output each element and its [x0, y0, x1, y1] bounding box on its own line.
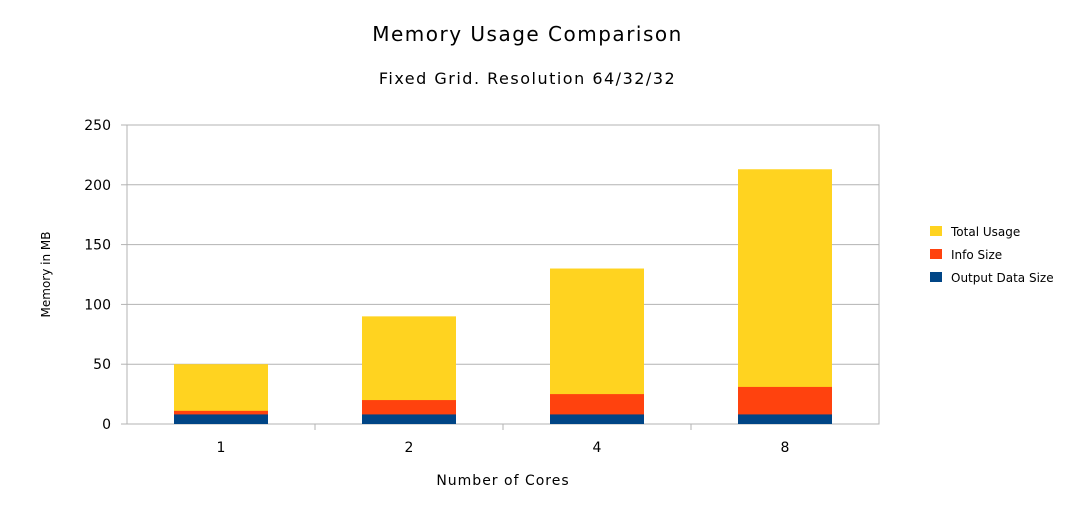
legend-swatch-output-data-size [930, 272, 942, 282]
y-tick-label: 50 [93, 357, 111, 373]
chart-subtitle: Fixed Grid. Resolution 64/32/32 [378, 69, 677, 88]
x-tick-label: 8 [781, 440, 790, 456]
legend-label-total-usage: Total Usage [950, 225, 1020, 239]
y-axis-title: Memory in MB [39, 232, 53, 318]
bar-output-data-size-8 [738, 414, 832, 424]
legend-label-output-data-size: Output Data Size [951, 271, 1054, 285]
x-tick-label: 2 [405, 440, 414, 456]
bar-output-data-size-1 [174, 414, 268, 424]
chart-title: Memory Usage Comparison [372, 22, 683, 46]
y-tick-label: 250 [84, 118, 111, 134]
y-tick-label: 100 [84, 297, 111, 313]
y-tick-label: 150 [84, 238, 111, 254]
x-tick-label: 4 [593, 440, 602, 456]
bar-output-data-size-2 [362, 414, 456, 424]
legend-swatch-info-size [930, 249, 942, 259]
x-tick-label: 1 [217, 440, 226, 456]
y-tick-label: 0 [102, 417, 111, 433]
y-tick-label: 200 [84, 178, 111, 194]
bar-output-data-size-4 [550, 414, 644, 424]
legend-label-info-size: Info Size [951, 248, 1002, 262]
x-axis-title: Number of Cores [436, 473, 569, 489]
bar-total-usage-8 [738, 169, 832, 424]
legend-swatch-total-usage [930, 226, 942, 236]
